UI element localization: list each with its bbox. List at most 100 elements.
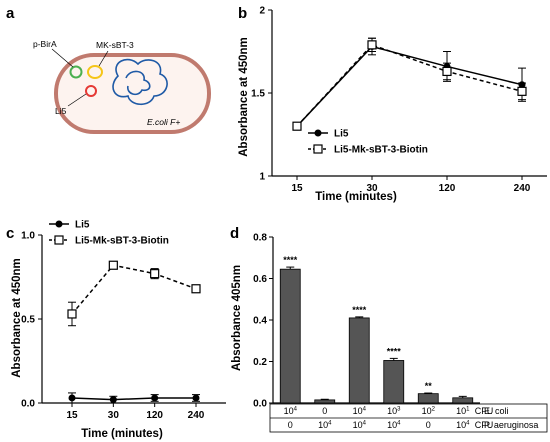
table-cell-exponent: 4 xyxy=(328,421,332,427)
table-cell-exponent: 4 xyxy=(466,421,470,427)
significance-label: **** xyxy=(283,255,298,265)
table-cell-exponent: 4 xyxy=(397,421,401,427)
mk-plasmid-ring xyxy=(87,65,103,79)
li5-leader xyxy=(67,93,87,107)
y-tick-label: 0.0 xyxy=(21,399,35,410)
data-point-square xyxy=(517,86,527,96)
table-cell-base: 10 xyxy=(422,406,432,416)
legend-label: Li5 xyxy=(75,220,90,231)
legend-label: Li5-Mk-sBT-3-Biotin xyxy=(334,145,428,156)
table-cell-exponent: 3 xyxy=(397,407,401,413)
panel-c-xlabel: Time (minutes) xyxy=(81,428,163,440)
li5-phagemid-ring xyxy=(85,85,97,97)
pbira-plasmid-ring xyxy=(69,65,83,79)
table-cell: 104 xyxy=(284,406,298,416)
data-point-square xyxy=(150,269,160,279)
li5-label: Li5 xyxy=(55,106,67,116)
pbira-label: p-BirA xyxy=(33,39,57,49)
panel-d-ylabel: Absorbance 405nm xyxy=(231,265,243,371)
legend-marker xyxy=(313,144,323,154)
series-line-2 xyxy=(296,43,523,127)
bar xyxy=(452,397,474,404)
table-cell-exponent: 4 xyxy=(294,407,298,413)
x-tick-label: 120 xyxy=(439,183,456,194)
table-cell-base: 10 xyxy=(456,406,466,416)
x-tick-label: 15 xyxy=(291,183,303,194)
table-cell: 102 xyxy=(422,406,436,416)
panel-b-chart: Absorbance at 450nm Time (minutes) 1 1.5 2… xyxy=(238,6,547,203)
data-point-square xyxy=(67,309,77,319)
data-point-circle xyxy=(109,396,117,404)
bar xyxy=(314,399,336,404)
panel-b-letter: b xyxy=(238,5,247,22)
bar xyxy=(279,268,301,404)
y-tick-label: 0.5 xyxy=(21,315,35,326)
x-tick-label: 240 xyxy=(188,410,205,421)
table-cell-base: 0 xyxy=(288,420,293,430)
panel-a-letter: a xyxy=(6,5,15,22)
significance-label: ** xyxy=(425,381,433,391)
x-tick-label: 30 xyxy=(366,183,378,194)
table-cell: 104 xyxy=(353,420,367,430)
table-organism: E. coli xyxy=(484,406,509,416)
data-point-circle xyxy=(192,394,200,402)
table-cell-base: 0 xyxy=(426,420,431,430)
data-point-square xyxy=(367,40,377,50)
x-tick-label: 30 xyxy=(108,410,120,421)
y-tick-label: 1 xyxy=(259,172,265,183)
table-cell-base: 10 xyxy=(318,420,328,430)
table-cell: 104 xyxy=(387,420,401,430)
panel-c-chart: Absorbance at 450nm Time (minutes) 0.0 0.… xyxy=(11,220,226,440)
series-line-1 xyxy=(296,45,523,127)
y-tick-label: 0.4 xyxy=(253,316,267,327)
table-cell: 0 xyxy=(426,420,431,430)
bar xyxy=(348,317,370,404)
data-point-square xyxy=(442,66,452,77)
table-cell-base: 10 xyxy=(353,406,363,416)
bar xyxy=(383,360,405,404)
legend-label: Li5-Mk-sBT-3-Biotin xyxy=(75,236,169,247)
chromosome-dna xyxy=(112,58,168,106)
data-point-circle xyxy=(68,394,76,402)
table-cell-base: 10 xyxy=(387,420,397,430)
table-cell-exponent: 4 xyxy=(363,407,367,413)
x-tick-label: 240 xyxy=(514,183,531,194)
x-tick-label: 120 xyxy=(146,410,163,421)
table-cell: 101 xyxy=(456,406,470,416)
panel-d-chart: Absorbance 405nm 0.00.20.40.60.8********… xyxy=(231,233,548,433)
data-point-square xyxy=(191,284,201,294)
table-cell: 104 xyxy=(318,420,332,430)
mk-label: MK-sBT-3 xyxy=(96,40,134,50)
table-cell: 0 xyxy=(322,406,327,416)
y-tick-label: 0.6 xyxy=(253,274,267,285)
table-cell-exponent: 1 xyxy=(466,407,470,413)
table-organism: P. aeruginosa xyxy=(484,420,538,430)
legend-marker xyxy=(54,235,64,245)
legend-marker xyxy=(314,129,322,137)
significance-label: **** xyxy=(352,305,367,315)
y-tick-label: 0.2 xyxy=(253,357,267,368)
table-unit: CFU xyxy=(475,420,494,430)
series-line-1 xyxy=(71,397,196,401)
y-tick-label: 0.0 xyxy=(253,399,267,410)
table-unit: CFU xyxy=(475,406,494,416)
x-tick-label: 15 xyxy=(66,410,78,421)
table-cell-base: 0 xyxy=(322,406,327,416)
table-cell-base: 10 xyxy=(284,406,294,416)
table-cell-base: 10 xyxy=(353,420,363,430)
data-point-square xyxy=(292,121,302,131)
data-point-circle xyxy=(151,394,159,402)
host-label: E.coli F+ xyxy=(147,117,180,127)
data-point-square xyxy=(108,260,118,270)
y-tick-label: 0.8 xyxy=(253,233,267,244)
significance-label: **** xyxy=(387,346,402,356)
series-line-2 xyxy=(71,264,197,315)
table-cell: 103 xyxy=(387,406,401,416)
pbira-leader xyxy=(51,48,74,68)
mk-leader xyxy=(98,50,109,67)
panel-c-letter: c xyxy=(6,225,14,242)
table-cell-base: 10 xyxy=(456,420,466,430)
y-tick-label: 1.0 xyxy=(21,231,35,242)
table-cell: 104 xyxy=(456,420,470,430)
panel-b-xlabel: Time (minutes) xyxy=(315,191,397,203)
